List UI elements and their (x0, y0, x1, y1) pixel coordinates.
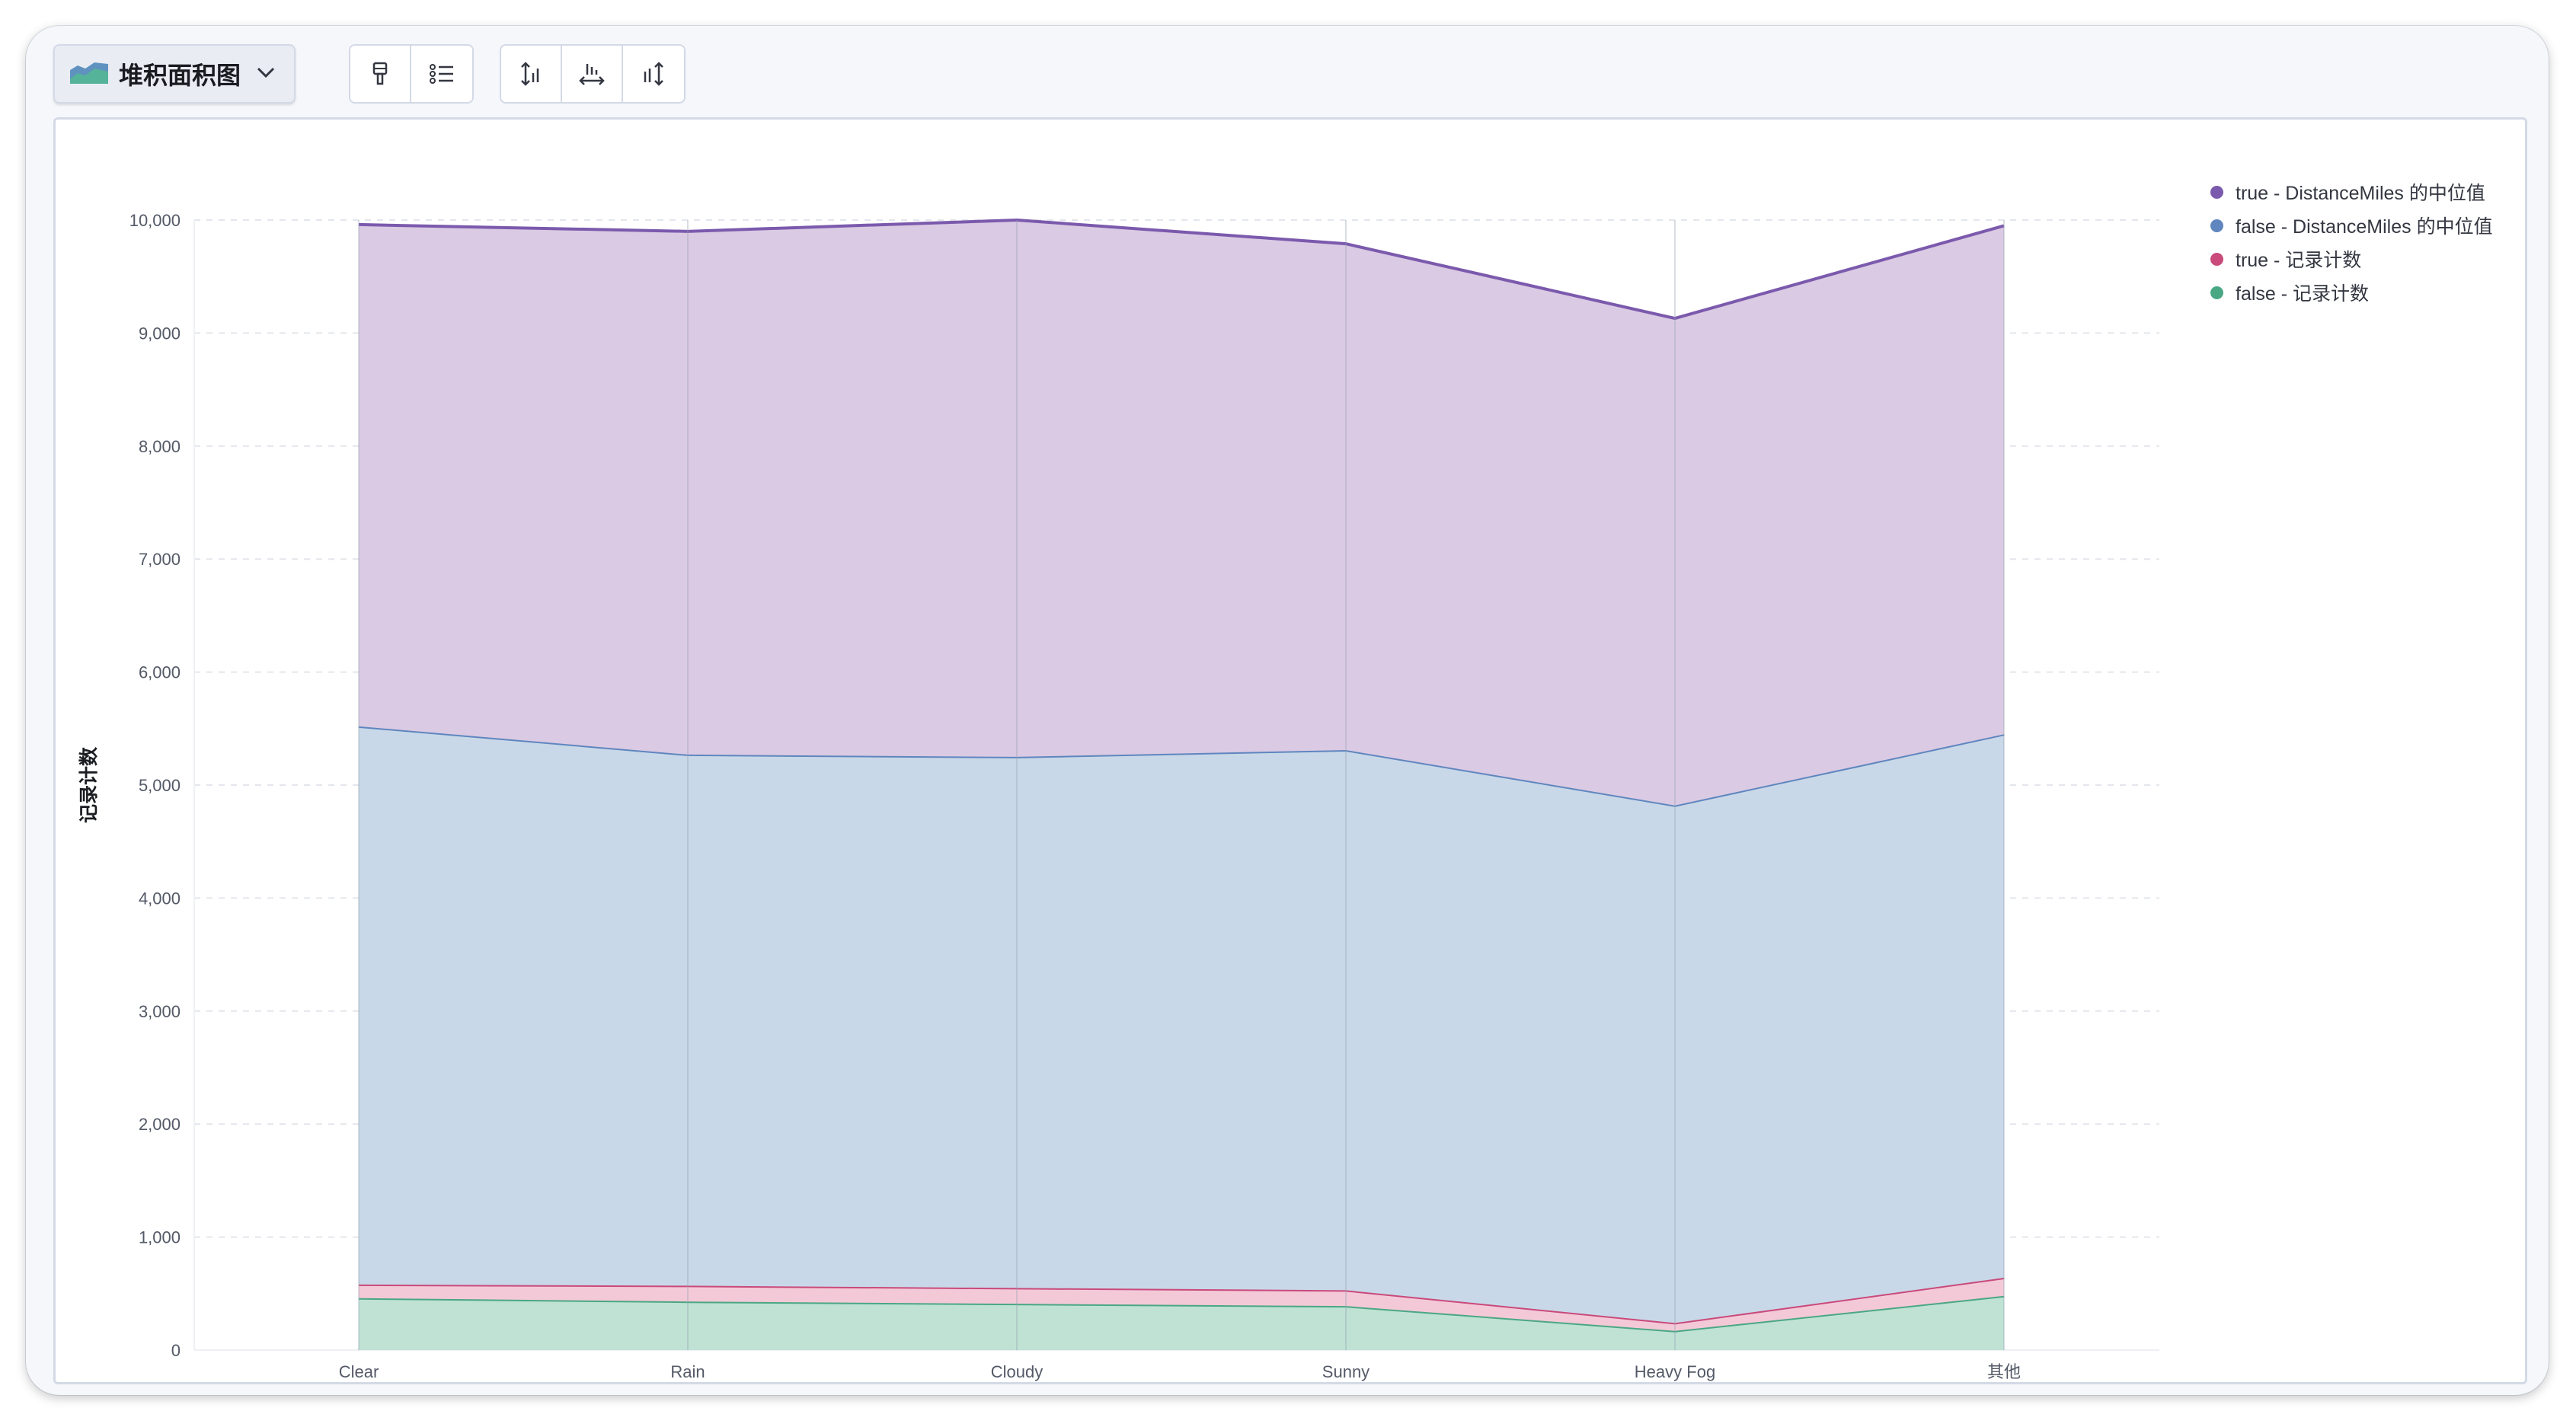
chart-type-label: 堆积面积图 (119, 61, 241, 90)
y-axis-right-icon[interactable] (623, 46, 684, 102)
x-tick-label: Sunny (1322, 1362, 1369, 1381)
legend-dot (2210, 219, 2223, 232)
x-tick-label: Heavy Fog (1635, 1362, 1715, 1381)
y-tick-label: 3,000 (139, 1002, 181, 1021)
legend-label: true - DistanceMiles 的中位值 (2236, 183, 2485, 204)
legend-dot (2210, 252, 2223, 266)
chart-legend: true - DistanceMiles 的中位值 false - Distan… (2210, 175, 2493, 309)
y-tick-label: 2,000 (139, 1115, 181, 1134)
chart-type-selector[interactable]: 堆积面积图 (53, 44, 296, 104)
legend-item[interactable]: false - DistanceMiles 的中位值 (2210, 209, 2493, 242)
y-tick-label: 5,000 (139, 776, 181, 795)
legend-label: false - DistanceMiles 的中位值 (2236, 216, 2493, 238)
y-axis-title: 记录计数 (78, 746, 100, 823)
list-icon[interactable] (411, 46, 472, 102)
legend-item[interactable]: true - 记录计数 (2210, 242, 2493, 276)
legend-dot (2210, 286, 2223, 299)
y-tick-label: 8,000 (139, 437, 181, 456)
y-tick-label: 9,000 (139, 324, 181, 343)
series-line-0 (358, 218, 2005, 321)
x-axis-icon[interactable] (562, 46, 623, 102)
legend-dot (2210, 185, 2223, 199)
legend-label: true - 记录计数 (2236, 250, 2362, 271)
y-tick-label: 6,000 (139, 663, 181, 682)
axis-controls-group (500, 44, 686, 104)
y-tick-label: 1,000 (139, 1228, 181, 1247)
y-axis-icon[interactable] (501, 46, 562, 102)
visualization-window: 堆积面积图 0 1,000 2,000 3,000 4, (26, 26, 2549, 1426)
chart-panel: 0 1,000 2,000 3,000 4,000 5,000 6,000 7,000 8,00… (53, 117, 2527, 1426)
area-2 (359, 1278, 2004, 1331)
legend-item[interactable]: true - DistanceMiles 的中位值 (2210, 175, 2493, 209)
legend-item[interactable]: false - 记录计数 (2210, 276, 2493, 309)
area-chart-icon (70, 61, 108, 87)
y-tick-label: 0 (171, 1341, 181, 1360)
area-0 (359, 220, 2004, 806)
legend-label: false - 记录计数 (2236, 283, 2370, 305)
chevron-down-icon (256, 65, 276, 82)
x-tick-label: Clear (339, 1362, 379, 1381)
stacked-area-chart: 0 1,000 2,000 3,000 4,000 5,000 6,000 7,000 8,00… (78, 211, 2159, 1426)
x-tick-label: Cloudy (991, 1362, 1043, 1381)
y-tick-label: 7,000 (139, 550, 181, 569)
style-controls-group (349, 44, 474, 104)
x-tick-label: Rain (670, 1362, 705, 1381)
y-tick-label: 4,000 (139, 889, 181, 908)
area-3 (359, 1295, 2004, 1350)
y-tick-label: 10,000 (129, 211, 181, 230)
area-1 (359, 726, 2004, 1323)
x-tick-label: 其他 (1987, 1362, 2021, 1381)
paintbrush-icon[interactable] (350, 46, 411, 102)
